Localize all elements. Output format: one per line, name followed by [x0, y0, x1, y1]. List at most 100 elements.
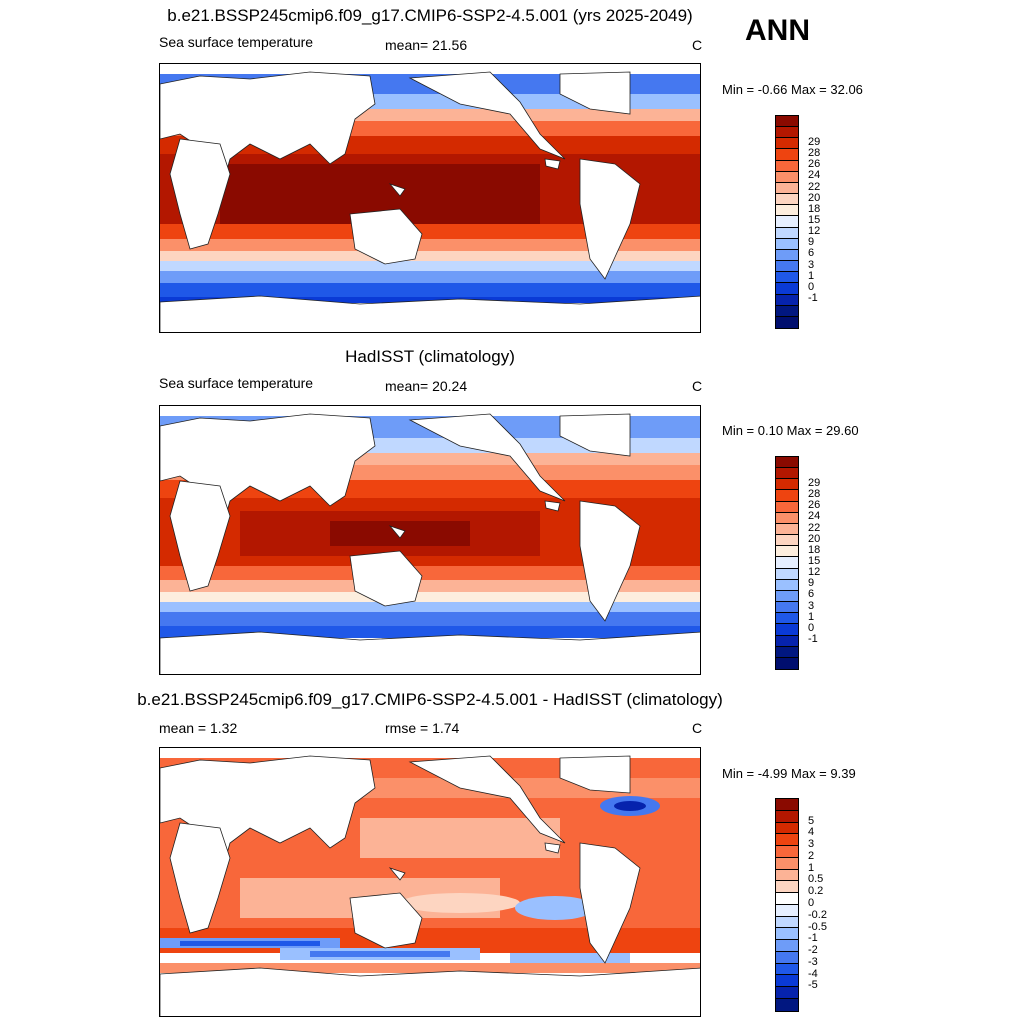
colorbar-box: [776, 194, 798, 206]
colorbar-box: [776, 857, 798, 870]
colorbar-box: [776, 834, 798, 847]
colorbar-tick-label: 0: [808, 280, 815, 293]
colorbar-box: [776, 238, 798, 250]
panel-1-map: [159, 63, 701, 333]
colorbar-tick-label: 18: [808, 543, 821, 556]
colorbar-box: [776, 305, 798, 317]
colorbar-tick-label: 22: [808, 521, 821, 534]
panel-3-minmax: Min = -4.99 Max = 9.39: [722, 766, 856, 781]
colorbar-tick-label: 1: [808, 861, 815, 874]
colorbar-box: [776, 149, 798, 161]
colorbar-tick-label: 9: [808, 577, 815, 590]
colorbar-tick-label: 0.5: [808, 873, 824, 886]
colorbar-box: [776, 590, 798, 603]
colorbar-tick-label: 12: [808, 225, 821, 238]
panel-2-map: [159, 405, 701, 675]
colorbar-box: [776, 624, 798, 636]
season-label: ANN: [745, 14, 810, 47]
colorbar-box: [776, 613, 798, 625]
panel-2-minmax: Min = 0.10 Max = 29.60: [722, 423, 859, 438]
colorbar-tick-label: -4: [808, 967, 818, 980]
colorbar-tick-label: 28: [808, 488, 821, 501]
colorbar-box: [776, 272, 798, 284]
colorbar-box: [776, 160, 798, 172]
panel-3-rmse: rmse = 1.74: [385, 720, 460, 736]
colorbar-tick-label: 24: [808, 510, 821, 523]
panel-3-map: [159, 747, 701, 1017]
colorbar-tick-label: 15: [808, 214, 821, 226]
panel-3-mean: mean = 1.32: [159, 720, 238, 736]
colorbar-tick-label: 0: [808, 897, 815, 909]
colorbar-box: [776, 227, 798, 239]
panel-2-map-svg: [160, 406, 700, 674]
colorbar-box: [776, 535, 798, 547]
colorbar-tick-label: 3: [808, 838, 815, 851]
colorbar-tick-label: 1: [808, 610, 815, 623]
colorbar-box: [776, 963, 798, 976]
colorbar-box: [776, 283, 798, 295]
colorbar-tick-label: 3: [808, 599, 815, 612]
colorbar-box: [776, 294, 798, 306]
panel-1-units: C: [692, 37, 703, 53]
colorbar-box: [776, 951, 798, 964]
colorbar-box: [776, 928, 798, 941]
panel-2-title: HadISST (climatology): [345, 347, 515, 366]
colorbar-box: [776, 171, 798, 183]
colorbar-tick-label: 6: [808, 588, 815, 601]
colorbar-box: [776, 940, 798, 952]
colorbar-tick-label: 18: [808, 202, 821, 215]
colorbar-tick-label: 26: [808, 158, 821, 171]
colorbar-box: [776, 546, 798, 558]
colorbar-box: [776, 635, 798, 647]
colorbar-box: [776, 457, 798, 469]
colorbar-box: [776, 846, 798, 858]
colorbar-box: [776, 512, 798, 524]
colorbar-tick-label: -0.5: [808, 920, 827, 933]
colorbar-box: [776, 810, 798, 823]
colorbar-box: [776, 490, 798, 502]
colorbar-tick-label: 9: [808, 236, 815, 249]
colorbar-tick-label: 0.2: [808, 885, 824, 898]
colorbar-tick-label: 12: [808, 566, 821, 579]
panel-3-map-svg: [160, 748, 700, 1016]
colorbar-tick-label: 26: [808, 499, 821, 512]
colorbar-box: [776, 646, 798, 658]
colorbar-box: [776, 987, 798, 1000]
colorbar-tick-label: -1: [808, 633, 818, 646]
panel-1-map-svg: [160, 64, 700, 332]
colorbar-tick-label: -1: [808, 292, 818, 305]
colorbar-box: [776, 881, 798, 894]
panel-1-colorbar: [775, 115, 799, 329]
panel-2-variable: Sea surface temperature: [159, 375, 314, 391]
colorbar-box: [776, 657, 798, 669]
colorbar-box: [776, 127, 798, 139]
colorbar-tick-label: 24: [808, 169, 821, 182]
colorbar-tick-label: 29: [808, 476, 821, 489]
panel-3-title: b.e21.BSSP245cmip6.f09_g17.CMIP6-SSP2-4.…: [137, 690, 723, 709]
colorbar-box: [776, 479, 798, 491]
colorbar-box: [776, 316, 798, 328]
colorbar-box: [776, 557, 798, 569]
colorbar-box: [776, 975, 798, 988]
colorbar-box: [776, 249, 798, 262]
colorbar-box: [776, 869, 798, 882]
colorbar-tick-label: 4: [808, 826, 815, 839]
colorbar-box: [776, 501, 798, 513]
colorbar-tick-label: 15: [808, 555, 821, 567]
panel-1-title: b.e21.BSSP245cmip6.f09_g17.CMIP6-SSP2-4.…: [167, 6, 693, 25]
colorbar-box: [776, 568, 798, 580]
colorbar-box: [776, 822, 798, 835]
colorbar-tick-label: 3: [808, 258, 815, 271]
panel-1-minmax: Min = -0.66 Max = 32.06: [722, 82, 863, 97]
colorbar-tick-label: -3: [808, 955, 818, 968]
colorbar-box: [776, 116, 798, 128]
colorbar-tick-label: 29: [808, 135, 821, 148]
colorbar-box: [776, 182, 798, 195]
colorbar-box: [776, 916, 798, 929]
colorbar-box: [776, 205, 798, 217]
colorbar-tick-label: 0: [808, 621, 815, 634]
colorbar-box: [776, 999, 798, 1011]
colorbar-box: [776, 602, 798, 614]
colorbar-tick-label: 20: [808, 532, 821, 545]
colorbar-box: [776, 579, 798, 591]
